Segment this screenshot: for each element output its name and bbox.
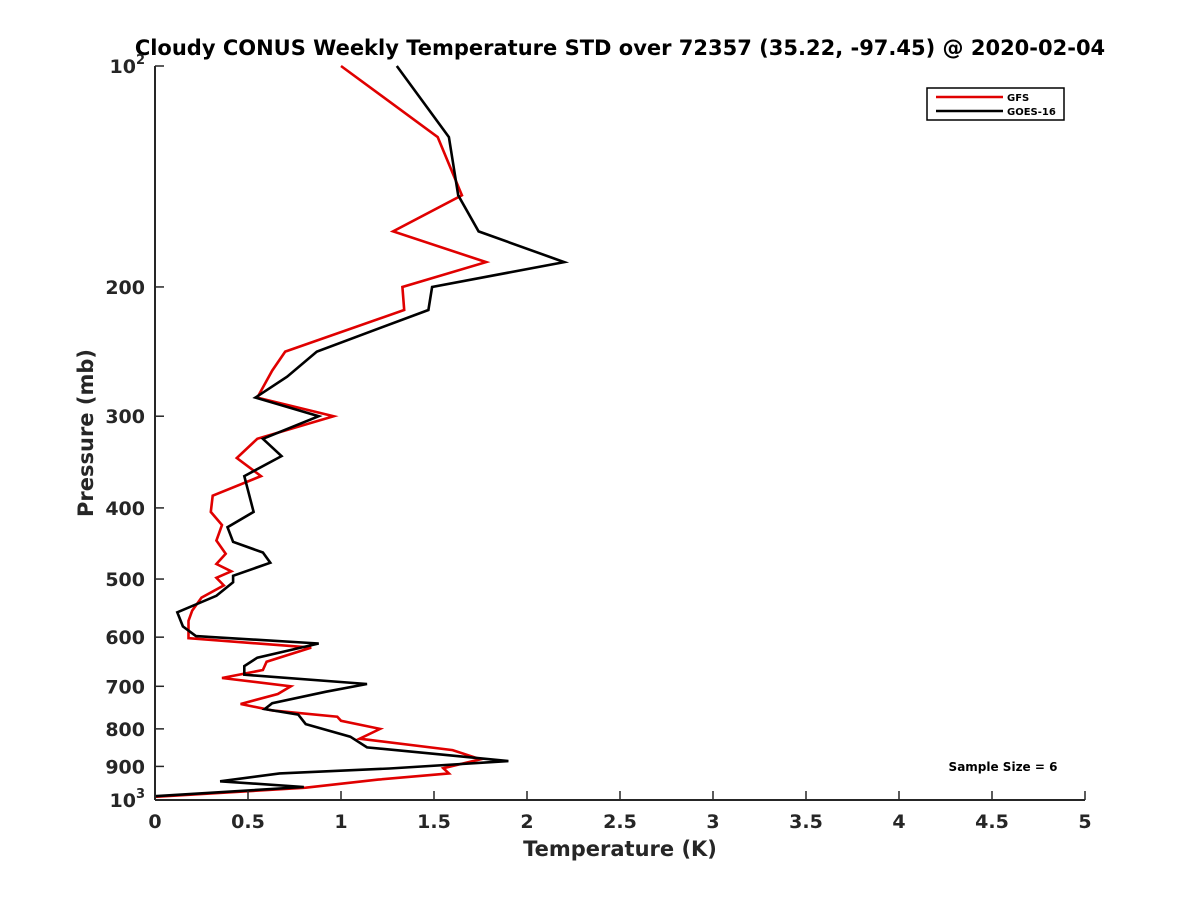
y-tick-label: 200	[105, 277, 145, 299]
y-tick-label: 300	[105, 406, 145, 428]
y-tick-label: 900	[105, 756, 145, 778]
x-tick-label: 2	[520, 811, 533, 833]
series-line-gfs	[154, 64, 491, 799]
series-line-goes16	[154, 65, 570, 798]
y-tick-label: 600	[105, 627, 145, 649]
y-tick-label: 700	[105, 676, 145, 698]
x-axis-label: Temperature (K)	[523, 837, 717, 861]
y-tick-label: 500	[105, 569, 145, 591]
legend: GFS GOES-16	[926, 87, 1065, 121]
legend-box	[926, 87, 1065, 121]
plot-area: 0 0.5 1 1.5 2 2.5 3 3.5 4 4.5 5 102 200 300 400 500 600…	[105, 53, 1091, 833]
y-axis-ticks: 102 200 300 400 500 600 700 800 900 103	[105, 53, 164, 812]
y-tick-label: 400	[105, 498, 145, 520]
x-tick-label: 0.5	[231, 811, 265, 833]
x-tick-label: 3.5	[789, 811, 823, 833]
series-group	[154, 64, 570, 799]
y-tick-label: 800	[105, 719, 145, 741]
legend-label-goes16: GOES-16	[1007, 107, 1056, 118]
x-tick-label: 5	[1078, 811, 1091, 833]
x-tick-label: 1	[334, 811, 347, 833]
x-tick-label: 4	[892, 811, 905, 833]
chart-title: Cloudy CONUS Weekly Temperature STD over…	[135, 36, 1105, 60]
x-axis-ticks: 0 0.5 1 1.5 2 2.5 3 3.5 4 4.5 5	[148, 791, 1092, 833]
x-tick-label: 4.5	[975, 811, 1009, 833]
legend-label-gfs: GFS	[1007, 93, 1029, 104]
x-tick-label: 3	[706, 811, 719, 833]
x-tick-label: 0	[148, 811, 161, 833]
y-tick-label: 102	[110, 53, 146, 78]
y-axis-label: Pressure (mb)	[74, 349, 98, 517]
y-tick-label: 103	[110, 787, 146, 812]
x-tick-label: 1.5	[417, 811, 451, 833]
sample-size-annotation: Sample Size = 6	[949, 760, 1058, 774]
x-tick-label: 2.5	[603, 811, 637, 833]
